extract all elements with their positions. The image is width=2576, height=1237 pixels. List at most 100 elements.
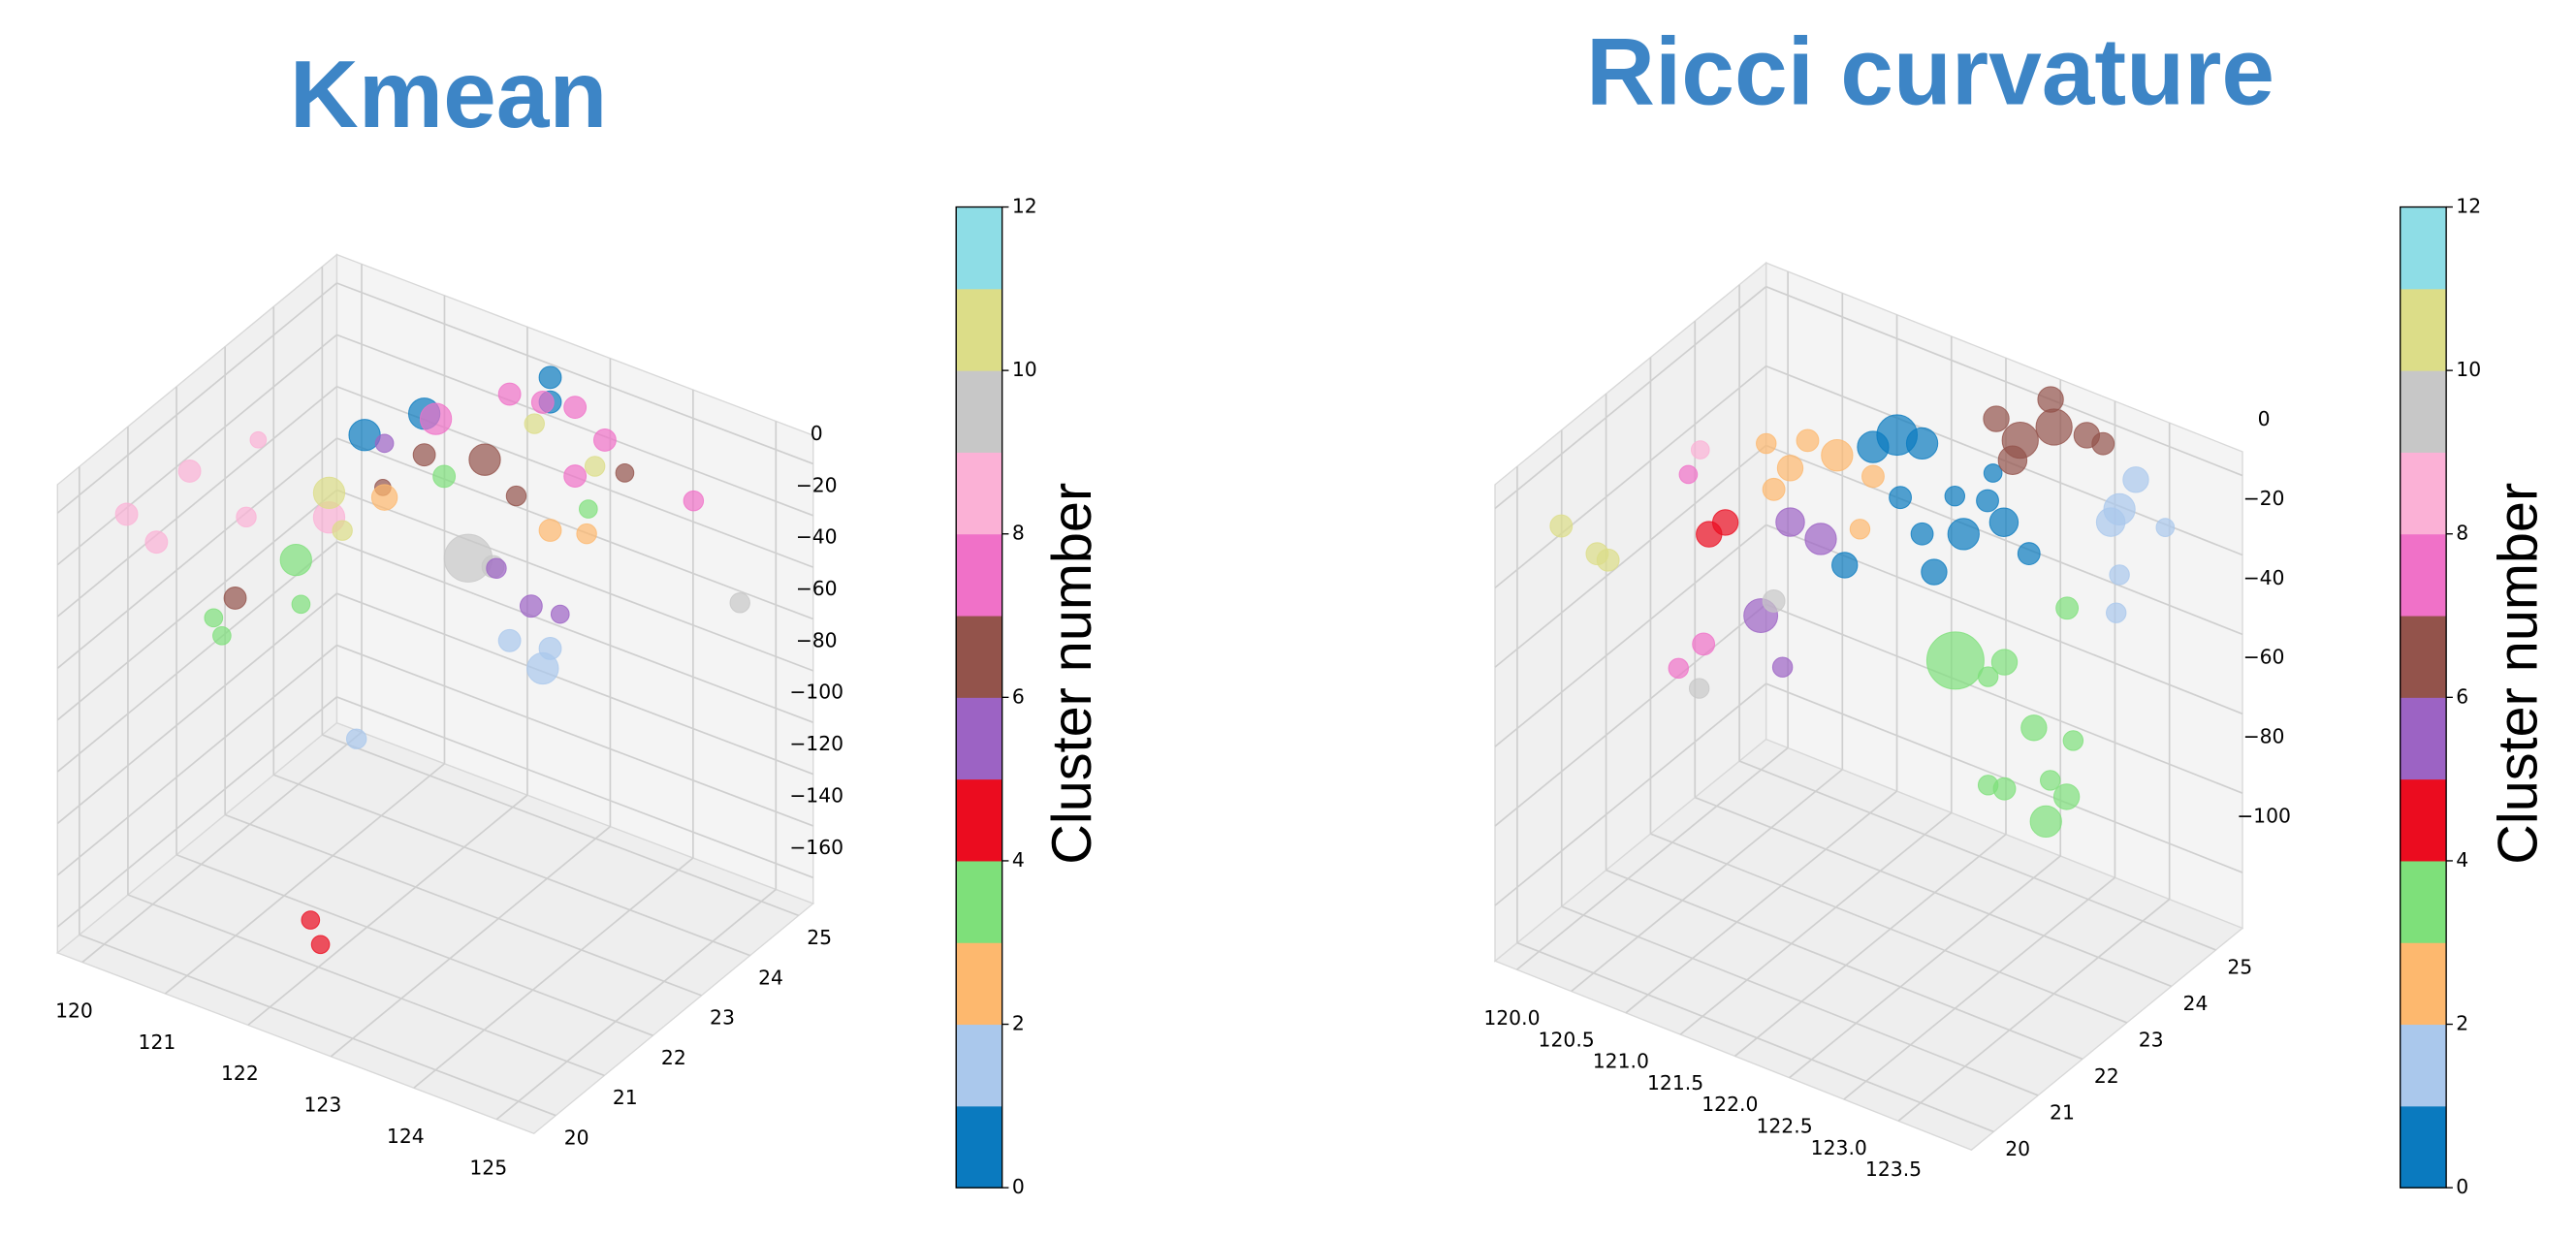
colorbar-tick-label: 12 [2456,195,2481,218]
grid-line [272,774,750,957]
grid-line [56,282,337,514]
point [1678,464,1699,485]
colorbar-tick-label: 4 [1012,848,1025,872]
grid-line [336,592,814,776]
point [310,935,331,955]
x-tick-label: 123.5 [1865,1158,1922,1181]
grid-line [81,731,363,964]
point [2109,564,2130,586]
colorbar-band [956,616,1002,698]
point [204,608,224,628]
point [1668,657,1690,680]
point [1905,427,1939,460]
point [2029,805,2062,839]
point [2055,596,2080,620]
grid-line [247,794,528,1027]
point [486,557,507,579]
point [114,502,139,526]
x-tick-label: 123.0 [1811,1136,1867,1159]
grid-line [495,888,777,1121]
point [683,490,705,512]
colorbar-tick-label: 2 [1012,1012,1025,1035]
point [1861,464,1885,489]
colorbar-tick-label: 0 [1012,1175,1025,1198]
point [615,463,635,483]
point [1821,439,1854,472]
x-tick-label: 122 [221,1062,259,1085]
side-pane [1494,261,1767,963]
colorbar-tick-label: 8 [2456,522,2468,545]
grid-line [336,644,814,827]
grid-line [330,825,611,1058]
grid-line [1843,876,2115,1100]
colorbar-band [956,370,1002,453]
colorbar-band [2400,1024,2447,1107]
grid-line [1494,523,1767,747]
grid-line [336,437,814,620]
grid-line [56,333,337,566]
colorbar-tick-label: 4 [2456,848,2468,872]
grid-line [1494,286,1767,510]
grid-line [56,489,337,721]
point [2155,518,2176,537]
point [1690,440,1710,460]
y-tick-label: 22 [2094,1064,2119,1088]
point [2020,714,2048,742]
z-tick-label: −60 [2243,646,2285,669]
colorbar-tick-label: 12 [1012,195,1037,218]
colorbar-band [2400,288,2447,371]
colorbar-tick-label: 10 [1012,358,1037,381]
grid-line [1571,769,1843,993]
y-tick-label: 23 [710,1006,735,1030]
y-tick-label: 25 [2227,956,2252,979]
x-tick-label: 125 [469,1156,507,1179]
y-tick-label: 20 [2005,1137,2030,1160]
colorbar-label: Cluster number [2487,483,2549,865]
grid-line [56,386,337,618]
point [1796,428,1820,453]
grid-line [1494,603,1767,827]
grid-line [164,763,446,995]
x-tick-label: 120 [55,999,93,1022]
grid-line [56,644,337,876]
point [1944,485,1966,507]
point [301,910,321,930]
point [249,430,268,449]
point [291,594,311,615]
point [538,365,562,390]
point [1804,523,1837,555]
point [443,533,493,583]
grid-line [56,437,337,669]
point [1983,463,2003,483]
chart-title: Kmean [290,41,608,147]
point [729,592,750,614]
point [563,396,588,420]
grid-line [1679,811,1953,1035]
colorbar-tick-label: 10 [2456,358,2481,381]
z-tick-label: 0 [811,422,823,445]
point [550,604,570,624]
colorbar-band [2400,860,2447,943]
point [2017,542,2041,566]
x-tick-label: 121.5 [1647,1071,1703,1094]
point [2040,770,2061,791]
colorbar-band [956,778,1002,862]
point [332,520,353,541]
point [1549,514,1574,538]
point [1910,522,1934,546]
grid-line [336,333,814,517]
grid-line [56,696,337,928]
y-tick-label: 20 [564,1126,589,1149]
point [419,402,453,435]
grid-line [336,696,814,879]
grid-line [413,857,694,1089]
y-tick-label: 21 [613,1086,638,1109]
colorbar-band [956,697,1002,780]
point [1762,588,1786,613]
grid-line [1738,760,2216,951]
grid-line [224,813,702,997]
colorbar-band [2400,370,2447,453]
grid-line [1516,941,1994,1133]
colorbar-band [2400,533,2447,617]
